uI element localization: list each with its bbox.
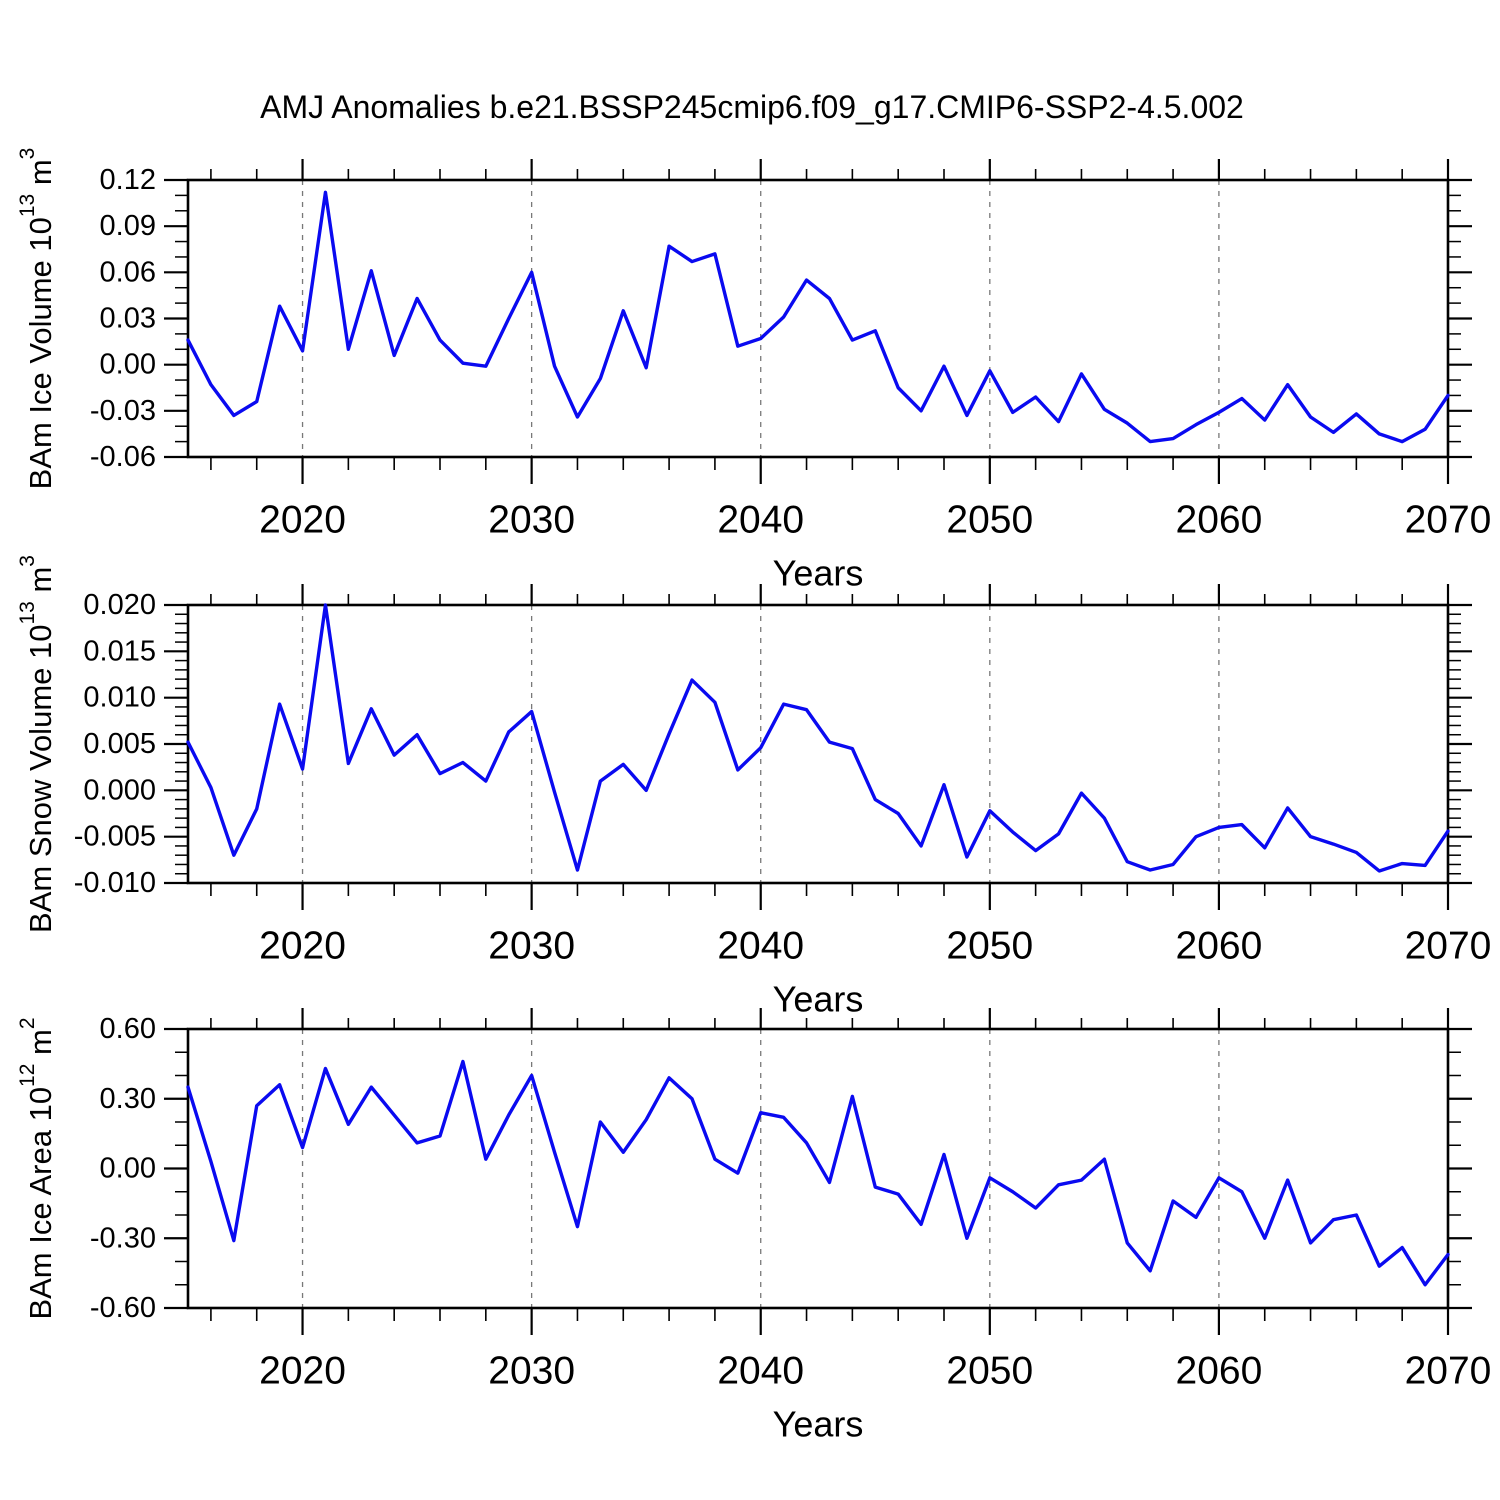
y-tick-label: -0.010: [74, 867, 156, 899]
x-tick-label: 2070: [1405, 925, 1492, 968]
data-line-series: [186, 1059, 1450, 1287]
y-tick-label: 0.000: [83, 774, 156, 806]
data-line-series: [186, 603, 1450, 873]
y-tick-label: -0.06: [90, 441, 156, 473]
x-axis-title: Years: [773, 1404, 864, 1445]
y-tick-label: 0.005: [83, 728, 156, 760]
x-tick-label: 2050: [946, 1350, 1033, 1393]
y-tick-label: -0.03: [90, 395, 156, 427]
figure-title: AMJ Anomalies b.e21.BSSP245cmip6.f09_g17…: [260, 89, 1244, 125]
x-tick-label: 2070: [1405, 499, 1492, 542]
panel-3: 0.60 0.30 0.00 -0.30 -0.60 2020 2030 2040 2050 20…: [16, 1008, 1492, 1445]
y-tick-label: 0.010: [83, 682, 156, 714]
y-tick-label: 0.015: [83, 635, 156, 667]
x-axis-title: Years: [773, 979, 864, 1020]
panel-1: 0.12 0.09 0.06 0.03 0.00 -0.03 -0.06 2020 2030 20…: [16, 148, 1492, 594]
plot-frame: [186, 1027, 1450, 1310]
y-axis-title: BAm Ice Area 1012​ m2​: [16, 1017, 58, 1319]
x-tick-label: 2070: [1405, 1350, 1492, 1393]
x-tick-label: 2020: [259, 1350, 346, 1393]
y-tick-label: 0.00: [100, 349, 156, 381]
x-tick-label: 2030: [488, 925, 575, 968]
y-tick-label: -0.005: [74, 821, 156, 853]
y-tick-label: 0.00: [100, 1153, 156, 1185]
y-tick-label: 0.03: [100, 303, 156, 335]
y-tick-label: 0.30: [100, 1083, 156, 1115]
y-axis-title: BAm Snow Volume 1013​ m3​: [16, 555, 58, 933]
x-tick-label: 2040: [717, 1350, 804, 1393]
y-tick-label: 0.06: [100, 256, 156, 288]
x-tick-label: 2050: [946, 925, 1033, 968]
x-tick-label: 2060: [1176, 499, 1263, 542]
y-tick-label: 0.60: [100, 1013, 156, 1045]
x-tick-label: 2020: [259, 925, 346, 968]
x-tick-label: 2060: [1176, 1350, 1263, 1393]
x-tick-label: 2030: [488, 1350, 575, 1393]
x-tick-label: 2040: [717, 499, 804, 542]
x-tick-label: 2020: [259, 499, 346, 542]
x-tick-label: 2040: [717, 925, 804, 968]
y-tick-label: 0.09: [100, 210, 156, 242]
panel-2: 0.020 0.015 0.010 0.005 0.000 -0.005 -0.010 202…: [16, 555, 1492, 1019]
y-tick-label: -0.60: [90, 1292, 156, 1324]
y-tick-label: 0.12: [100, 164, 156, 196]
x-axis-title: Years: [773, 553, 864, 594]
x-tick-label: 2030: [488, 499, 575, 542]
y-axis-title: BAm Ice Volume 1013​ m3​: [16, 148, 58, 490]
y-tick-label: 0.020: [83, 589, 156, 621]
x-tick-label: 2050: [946, 499, 1033, 542]
y-tick-label: -0.30: [90, 1222, 156, 1254]
data-line-series: [186, 190, 1450, 444]
x-tick-label: 2060: [1176, 925, 1263, 968]
plot-frame: [186, 178, 1450, 459]
